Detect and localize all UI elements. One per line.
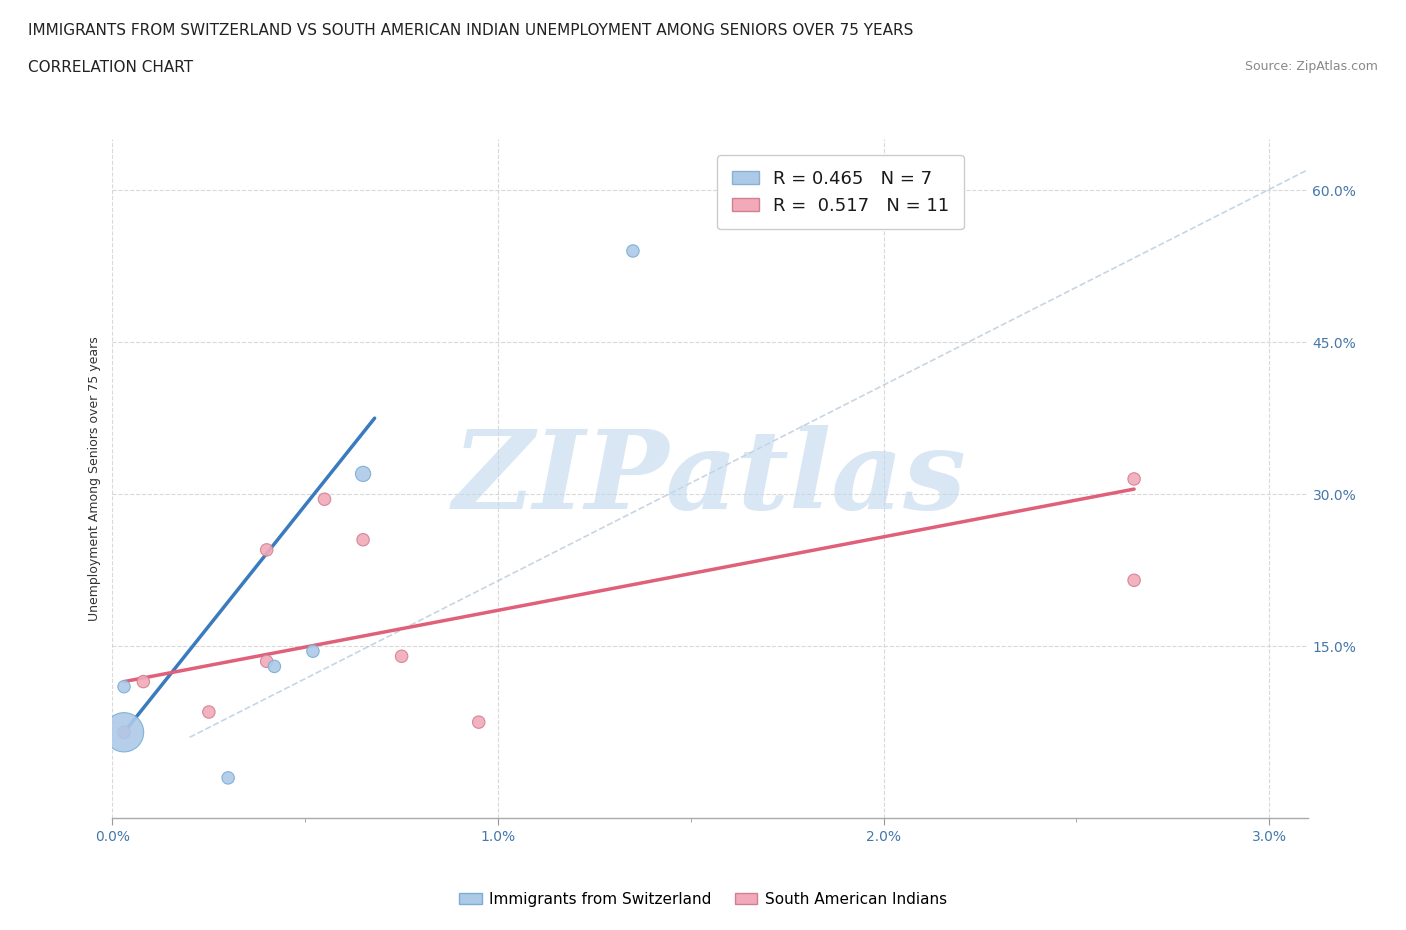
Point — [217, 770, 239, 785]
Point — [314, 492, 336, 507]
Point — [352, 467, 374, 482]
Point — [263, 659, 285, 674]
Text: CORRELATION CHART: CORRELATION CHART — [28, 60, 193, 75]
Point — [621, 244, 644, 259]
Point — [256, 542, 278, 557]
Text: IMMIGRANTS FROM SWITZERLAND VS SOUTH AMERICAN INDIAN UNEMPLOYMENT AMONG SENIORS : IMMIGRANTS FROM SWITZERLAND VS SOUTH AME… — [28, 23, 914, 38]
Point — [112, 679, 135, 694]
Legend: Immigrants from Switzerland, South American Indians: Immigrants from Switzerland, South Ameri… — [453, 886, 953, 913]
Point — [1123, 472, 1146, 486]
Point — [198, 705, 221, 720]
Point — [391, 649, 413, 664]
Point — [256, 654, 278, 669]
Text: Source: ZipAtlas.com: Source: ZipAtlas.com — [1244, 60, 1378, 73]
Point — [352, 532, 374, 547]
Point — [467, 714, 489, 729]
Point — [132, 674, 155, 689]
Point — [1123, 573, 1146, 588]
Point — [112, 724, 135, 739]
Legend: R = 0.465   N = 7, R =  0.517   N = 11: R = 0.465 N = 7, R = 0.517 N = 11 — [717, 155, 965, 229]
Text: ZIPatlas: ZIPatlas — [453, 425, 967, 533]
Point — [112, 724, 135, 739]
Point — [302, 644, 325, 658]
Y-axis label: Unemployment Among Seniors over 75 years: Unemployment Among Seniors over 75 years — [89, 337, 101, 621]
